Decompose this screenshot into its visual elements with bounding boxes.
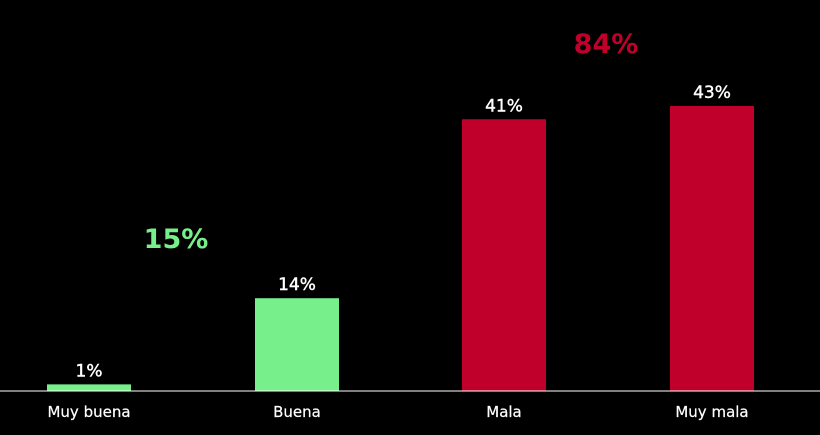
category-label-mala: Mala	[486, 403, 522, 421]
category-label-muy-mala: Muy mala	[675, 403, 748, 421]
bar-muy-mala	[670, 106, 754, 391]
bar-mala	[462, 119, 546, 392]
group-totals: 15% 84%	[144, 29, 639, 255]
category-label-buena: Buena	[273, 403, 321, 421]
negative-total-annotation: 84%	[574, 29, 639, 60]
value-label-mala: 41%	[485, 96, 523, 116]
category-labels-group: Muy buena Buena Mala Muy mala	[47, 403, 748, 421]
bars-group	[47, 106, 754, 392]
value-label-muy-buena: 1%	[76, 361, 103, 381]
category-label-muy-buena: Muy buena	[47, 403, 130, 421]
value-labels-group: 1% 14% 41% 43%	[75, 83, 731, 382]
positive-total-annotation: 15%	[144, 224, 209, 255]
bar-buena	[255, 298, 339, 391]
value-label-buena: 14%	[278, 275, 316, 295]
bar-muy-buena	[47, 384, 131, 391]
value-label-muy-mala: 43%	[693, 83, 731, 103]
